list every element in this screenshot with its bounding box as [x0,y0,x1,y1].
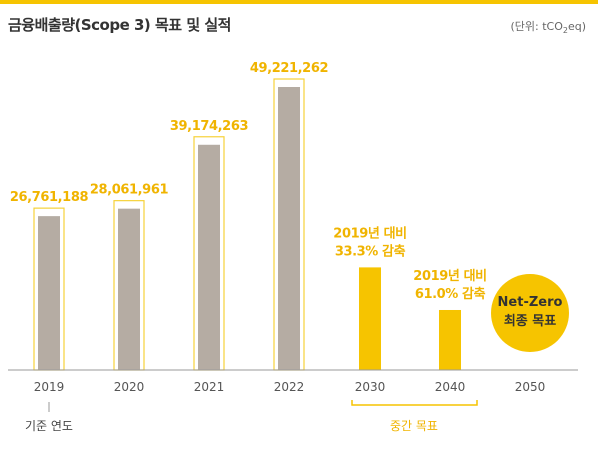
value-label-2020: 28,061,961 [90,183,169,198]
bar-2022 [278,87,300,370]
x-tick-2020: 2020 [114,380,145,394]
net-zero-label-1: Net-Zero [498,295,563,310]
bar-2030 [359,267,381,370]
value-label-2022: 49,221,262 [250,61,328,76]
x-tick-2030: 2030 [355,380,386,394]
target-label-2030-1: 2019년 대비 [333,226,406,241]
chart-title: 금융배출량(Scope 3) 목표 및 실적 [8,16,231,34]
top-accent-line [0,0,598,4]
bar-2020 [118,208,140,370]
interim-bracket [351,400,478,406]
x-tick-2040: 2040 [435,380,466,394]
unit-prefix: (단위: tCO [510,20,563,33]
net-zero-label-2: 최종 목표 [504,314,556,329]
interim-note: 중간 목표 [390,419,438,433]
x-tick-2022: 2022 [274,380,305,394]
value-label-2019: 26,761,188 [10,190,89,205]
unit-label: (단위: tCO2eq) [510,18,586,35]
bar-2019 [38,216,60,370]
bar-2021 [198,144,220,370]
target-label-2040-2: 61.0% 감축 [415,286,486,302]
bars-group: 26,761,188 28,061,961 39,174,263 49,221,262… [10,61,569,371]
target-label-2030-2: 33.3% 감축 [335,243,406,259]
base-year-note: 기준 연도 [25,419,73,433]
x-tick-2050: 2050 [515,380,546,394]
target-label-2040-1: 2019년 대비 [413,269,486,284]
x-tick-2019: 2019 [34,380,65,394]
unit-subscript: 2 [562,26,568,36]
x-tick-labels: 2019 2020 2021 2022 2030 2040 2050 [34,380,546,394]
unit-suffix: eq) [567,20,586,33]
net-zero-circle [491,274,569,352]
x-tick-2021: 2021 [194,380,225,394]
value-label-2021: 39,174,263 [170,119,249,134]
bar-2040 [439,309,461,370]
